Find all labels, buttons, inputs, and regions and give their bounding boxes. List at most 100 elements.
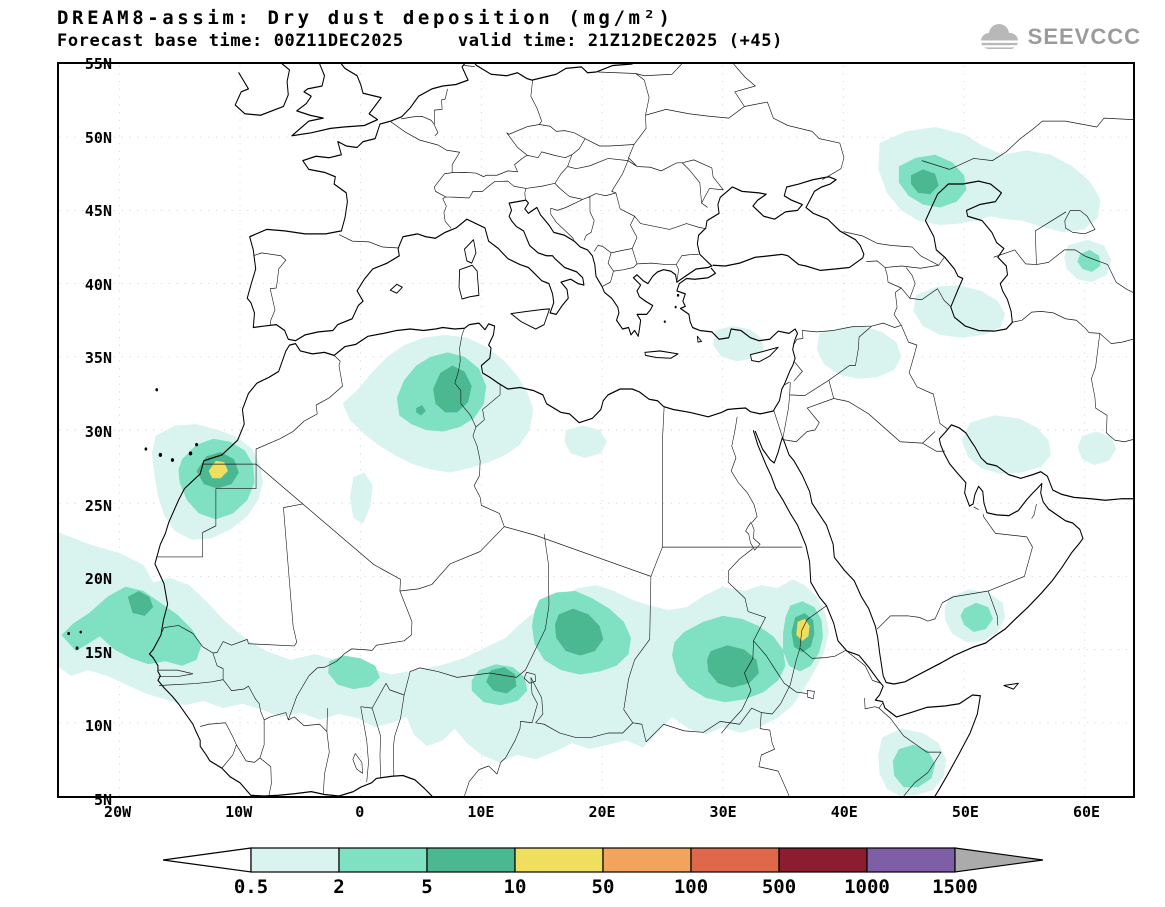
coast-marmara (676, 265, 716, 285)
coast-sinai-arabia-gulf-iran (754, 424, 1133, 685)
colorbar-cell-5-10 (426, 847, 516, 873)
borders-northwest-africa (156, 328, 505, 592)
lon-label-40e: 40E (830, 803, 858, 821)
dust-teal-somalia (892, 744, 936, 788)
colorbar-scale (163, 847, 1043, 873)
dust-region-libya-faint (564, 425, 607, 458)
lat-label-30n: 30N (84, 423, 112, 441)
lon-label-10w: 10W (225, 803, 253, 821)
dust-region-central-sahara-streak (349, 472, 373, 524)
lake-volta (352, 752, 363, 774)
colorbar-cell-1000-1500 (866, 847, 956, 873)
lat-label-15n: 15N (84, 643, 112, 662)
lon-label-20e: 20E (588, 803, 616, 821)
island-sicily (510, 308, 550, 330)
dust-teal-burkina-niger (328, 655, 380, 690)
dust-region-persian-gulf (961, 415, 1051, 474)
island-crete (644, 350, 679, 359)
dust-region-nw-iran (913, 285, 1006, 338)
colorbar-label-1000: 1000 (844, 876, 890, 898)
lakes-rivers-layer (352, 210, 1096, 774)
seevccc-cloud-icon (979, 24, 1020, 49)
lake-tana (806, 690, 815, 700)
borders-horn-of-africa (758, 605, 942, 796)
lat-label-10n: 10N (84, 717, 112, 736)
borders-caucasus-iran-central-asia (843, 117, 1133, 443)
borders-libya-egypt-sudan-chad (403, 405, 803, 743)
borders-middle-east (773, 287, 1037, 630)
colorbar-cell-100-500 (690, 847, 780, 873)
seevccc-logo: SEEVCCC (976, 22, 1141, 52)
lat-label-20n: 20N (84, 570, 112, 589)
colorbar-cell-2-5 (338, 847, 428, 873)
coast-caspian-sea (924, 180, 1013, 332)
dust-green-caspian (910, 169, 939, 195)
island-rhodes (696, 335, 703, 343)
colorbar-label-50: 50 (591, 876, 615, 898)
colorbar-cell-500-1000 (778, 847, 868, 873)
dust-green-chad (554, 608, 604, 656)
canary-islands (144, 442, 199, 462)
map-frame: 55N 50N 45N 40N 35N 30N 25N 20N 15N 10N … (57, 55, 1135, 809)
dust-deposition-map (59, 64, 1133, 796)
borders-eastern-europe (597, 64, 845, 180)
lat-label-25n: 25N (84, 496, 112, 515)
country-borders-layer (156, 64, 1133, 796)
lat-label-35n: 35N (84, 349, 112, 368)
dust-green-algeria-spot (416, 405, 426, 416)
borders-west-africa (158, 503, 633, 796)
coast-red-sea-horn-africa (752, 430, 981, 796)
borders-balkans-carpathians (524, 144, 724, 287)
page-title: DREAM8-assim: Dry dust deposition (mg/m²… (57, 7, 674, 29)
colorbar-cell-10-50 (514, 847, 604, 873)
aral-sea (1064, 210, 1096, 235)
island-mallorca (389, 283, 403, 294)
coastlines-layer (148, 64, 1133, 796)
dust-green-mauritania-offshore (127, 591, 154, 616)
islands-layer (67, 239, 1019, 690)
dust-region-n-iraq-syria (816, 326, 902, 379)
island-cyprus (750, 346, 779, 363)
borders-western-central-europe (253, 65, 635, 326)
colorbar-cell-50-100 (602, 847, 692, 873)
cape-verde-islands (67, 630, 82, 650)
lat-label-40n: 40N (84, 275, 112, 294)
coast-atlantic-europe-west-med (246, 64, 678, 342)
lon-label-50e: 50E (951, 803, 979, 821)
island-socotra (1003, 682, 1019, 690)
colorbar-label-5: 5 (421, 876, 433, 898)
lat-label-55n: 55N (84, 55, 112, 73)
colorbar-cell-0p5-2 (250, 847, 340, 873)
colorbar-label-10: 10 (503, 876, 527, 898)
island-corsica (464, 239, 477, 264)
lon-label-60e: 60E (1072, 803, 1101, 821)
dust-layer-10 (208, 460, 810, 641)
colorbar-label-500: 500 (761, 876, 797, 898)
colorbar-left-arrow (163, 847, 252, 873)
island-madeira (155, 388, 159, 392)
lon-label-0: 0 (355, 803, 365, 821)
forecast-time-line: Forecast base time: 00Z11DEC2025 valid t… (57, 31, 783, 51)
coast-aegean-turkey (676, 282, 799, 345)
lon-label-30e: 30E (709, 803, 737, 821)
dust-teal-dhofar (960, 602, 994, 633)
coast-britain (291, 64, 382, 137)
coast-black-sea (696, 176, 865, 272)
coast-levant-north-africa (148, 322, 796, 796)
seevccc-logo-text: SEEVCCC (1027, 24, 1141, 49)
dust-region-sahel-sudan (59, 532, 829, 763)
dust-region-antalya-cyprus (713, 326, 764, 362)
dust-yellow-eritrea (796, 618, 810, 641)
dust-teal-turan (1077, 249, 1101, 272)
island-sardinia (458, 264, 480, 300)
colorbar-right-arrow (954, 847, 1043, 873)
coast-ireland (234, 64, 291, 116)
colorbar-label-1500: 1500 (932, 876, 978, 898)
colorbar-label-2: 2 (333, 876, 345, 898)
lon-label-20w: 20W (104, 803, 132, 821)
lake-nasser (745, 521, 761, 551)
aegean-islands (663, 293, 680, 323)
colorbar-label-0p5: 0.5 (233, 876, 269, 898)
lat-label-50n: 50N (84, 128, 112, 147)
